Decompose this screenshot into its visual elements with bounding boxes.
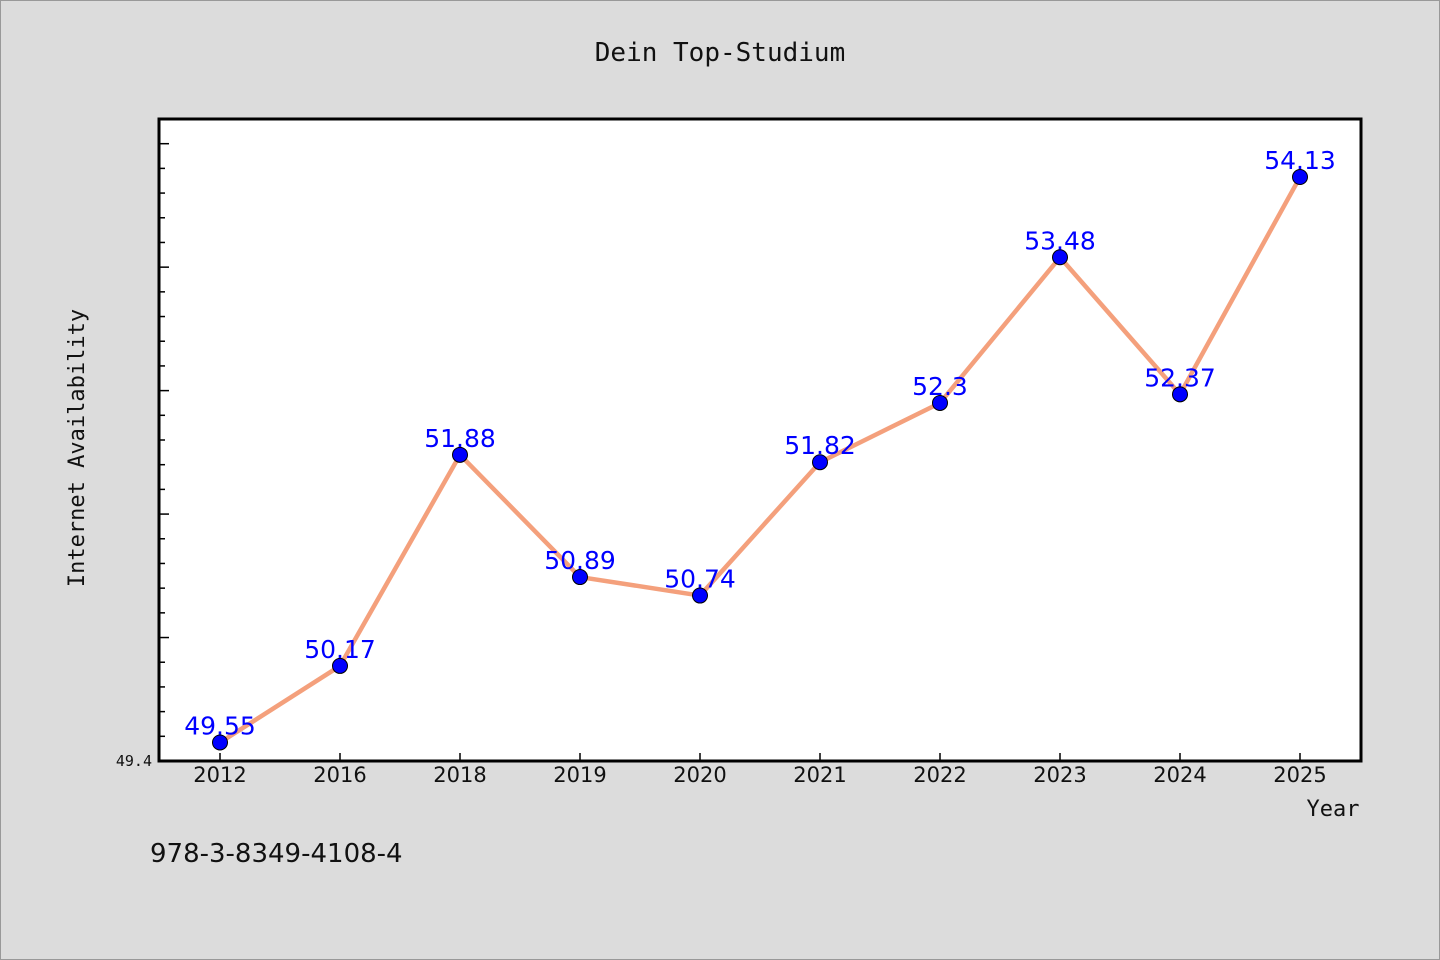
data-point: [932, 394, 948, 411]
data-label: 49.55: [184, 711, 256, 740]
x-tick-label: 2022: [913, 763, 966, 787]
data-point: [572, 569, 588, 586]
data-point: [1052, 249, 1068, 266]
y-axis-title: Internet Availability: [65, 309, 90, 587]
data-label: 53.48: [1024, 226, 1096, 255]
y-tick-label: 49.4: [116, 752, 152, 770]
footer-isbn: 978-3-8349-4108-4: [150, 839, 403, 869]
x-tick-label: 2012: [193, 763, 246, 787]
data-label: 54.13: [1264, 146, 1336, 175]
x-tick-label: 2016: [313, 763, 366, 787]
data-point: [452, 446, 468, 463]
series-line: [217, 174, 1303, 745]
data-point: [332, 657, 348, 674]
series-lines: [217, 174, 1303, 745]
y-axis-ticks: [159, 118, 169, 762]
data-label: 50.74: [664, 565, 736, 594]
data-point: [1292, 169, 1308, 186]
x-tick-label: 2021: [793, 763, 846, 787]
data-label: 51.82: [784, 431, 856, 460]
y-axis-tick-labels: 49.4: [116, 752, 152, 770]
data-point: [692, 587, 708, 604]
plot-area: [157, 117, 1363, 763]
x-tick-label: 2023: [1033, 763, 1086, 787]
data-label: 51.88: [424, 424, 496, 453]
x-tick-label: 2020: [673, 763, 726, 787]
data-label: 52.3: [912, 372, 968, 401]
x-tick-label: 2024: [1153, 763, 1206, 787]
data-point: [212, 734, 228, 751]
data-label: 50.89: [544, 546, 616, 575]
series-markers: [212, 169, 1308, 751]
data-label: 50.17: [304, 635, 376, 664]
data-point: [1172, 386, 1188, 403]
x-tick-label: 2018: [433, 763, 486, 787]
data-label: 52.37: [1144, 363, 1216, 392]
data-labels: 49.55 50.17 51.88 50.89 50.74 51.82 52.3 53.48 5…: [184, 146, 1336, 740]
x-axis-ticks: [219, 753, 1301, 761]
x-tick-label: 2019: [553, 763, 606, 787]
data-point: [812, 454, 828, 471]
chart-title: Dein Top-Studium: [595, 38, 845, 68]
x-axis-title: Year: [1307, 797, 1360, 822]
x-tick-label: 2025: [1273, 763, 1326, 787]
x-axis-tick-labels: 2012 2016 2018 2019 2020 2021 2022 2023 2024 2025: [193, 763, 1326, 787]
